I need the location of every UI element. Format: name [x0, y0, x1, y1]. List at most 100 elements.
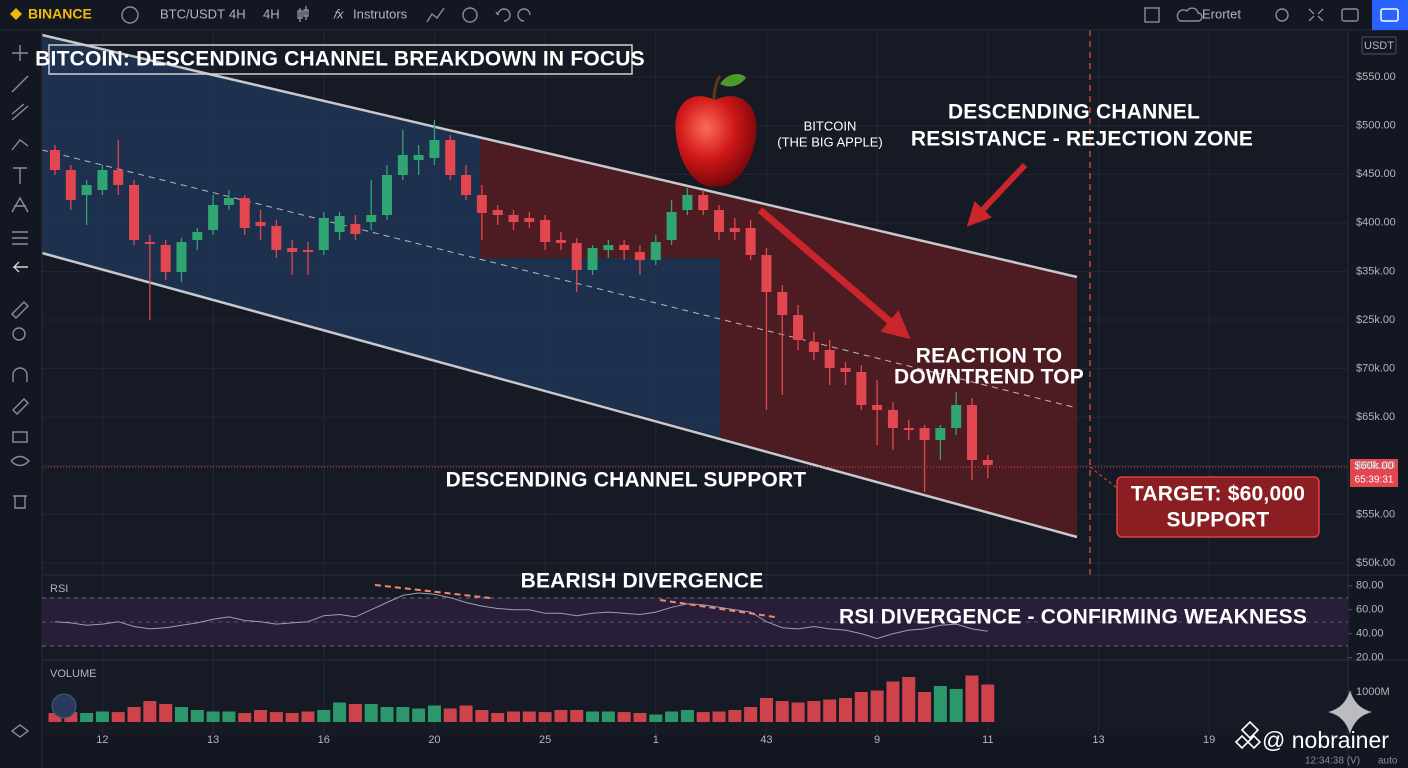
candle-body: [698, 195, 709, 210]
candle-body: [634, 252, 645, 260]
top-toolbar: [0, 0, 1408, 30]
pane-title: RSI: [50, 583, 68, 595]
candle-body: [397, 155, 408, 175]
currency[interactable]: USDT: [1364, 40, 1394, 52]
add-symbol[interactable]: [121, 6, 139, 24]
last-price-tag: [1350, 459, 1398, 487]
fullscreen[interactable]: [1308, 8, 1324, 22]
annotation: BITCOIN: [804, 118, 857, 133]
volume-bar: [728, 710, 742, 722]
watermark: @ nobrainer: [1262, 727, 1389, 753]
candle-body: [413, 155, 424, 160]
cloud-icon[interactable]: [1176, 7, 1203, 22]
screenshot[interactable]: [1341, 8, 1359, 22]
candle-body: [492, 210, 503, 215]
candle-body: [540, 220, 551, 242]
indicators[interactable]: Instrutors: [353, 6, 408, 21]
candle-body: [50, 150, 60, 170]
volume-bar: [601, 711, 615, 722]
y-tick-label: 80.00: [1356, 580, 1384, 592]
y-tick-label: 1000M: [1356, 686, 1390, 698]
candle-body: [793, 315, 804, 340]
candle-body: [192, 232, 203, 240]
indicator-icon[interactable]: [51, 693, 77, 719]
currency-box[interactable]: [1361, 36, 1397, 55]
candle-body: [666, 212, 677, 240]
candle-body: [777, 292, 788, 315]
candle-body: [287, 248, 298, 252]
y-axis-label: $55k.00: [1356, 508, 1395, 520]
candle-body: [350, 224, 361, 234]
y-axis-label: $60k.00: [1356, 460, 1395, 472]
volume-bar: [48, 713, 62, 722]
candle-body: [555, 240, 566, 243]
annotation: DESCENDING CHANNEL SUPPORT: [446, 469, 807, 492]
interval[interactable]: 4H: [263, 6, 280, 21]
candle-body: [318, 218, 329, 250]
volume-bar: [80, 713, 94, 722]
fx-icon[interactable]: 𝑓x: [333, 6, 344, 21]
countdown: 65:39:31: [1355, 475, 1394, 486]
settings[interactable]: [1275, 8, 1289, 22]
symbol[interactable]: BTC/USDT: [160, 6, 225, 21]
candle-body: [729, 228, 740, 232]
volume-bar: [111, 712, 125, 722]
volume-bar: [791, 702, 805, 722]
candle-body: [97, 170, 108, 190]
volume-bar: [127, 707, 141, 722]
volume-bar: [554, 710, 568, 722]
volume-bar: [665, 711, 679, 722]
interval[interactable]: 4H: [229, 6, 246, 21]
y-axis-label: $25k.00: [1356, 314, 1395, 326]
camera-icon[interactable]: [1380, 8, 1399, 22]
annotation: TARGET: $60,000: [1131, 483, 1305, 506]
cloud-label[interactable]: Erortet: [1202, 6, 1241, 21]
volume-bar: [633, 713, 647, 722]
y-axis-label: $50k.00: [1356, 557, 1395, 569]
redo[interactable]: [517, 8, 531, 22]
candle-body: [872, 405, 883, 410]
candle-body: [887, 410, 898, 428]
volume-bar: [570, 710, 584, 722]
layout[interactable]: [1144, 7, 1160, 23]
channel-midline: [41, 149, 1078, 409]
x-axis-label: 1: [653, 734, 659, 746]
volume-bar: [522, 711, 536, 722]
candle-body: [366, 215, 377, 222]
volume-bar: [143, 701, 157, 722]
scale-mode[interactable]: auto: [1378, 756, 1398, 767]
camera-button[interactable]: [1372, 0, 1408, 30]
candle-body: [508, 215, 519, 222]
candle-body: [445, 140, 456, 175]
x-axis-label: 19: [1203, 734, 1215, 746]
annotation: RSI DIVERGENCE - CONFIRMING WEAKNESS: [839, 606, 1307, 629]
candle-body: [476, 195, 487, 213]
logo[interactable]: BINANCE: [28, 6, 92, 22]
compare[interactable]: [426, 7, 445, 23]
annotation: BEARISH DIVERGENCE: [521, 570, 764, 593]
candle-body: [682, 195, 693, 210]
volume-bar: [159, 704, 173, 722]
candle-body: [587, 248, 598, 270]
y-axis-label: $400.00: [1356, 217, 1396, 229]
candle-body: [966, 405, 977, 460]
volume-bar: [933, 686, 947, 722]
candle-body: [524, 218, 535, 222]
volume-bar: [348, 704, 362, 722]
x-axis-label: 25: [539, 734, 551, 746]
volume-bar: [538, 712, 552, 722]
volume-bar: [427, 705, 441, 722]
volume-bar: [412, 708, 426, 722]
undo[interactable]: [495, 8, 511, 22]
channel-support: [41, 251, 1078, 539]
candle-body: [603, 245, 614, 250]
alert[interactable]: [462, 7, 478, 23]
left-toolbar[interactable]: [10, 45, 30, 738]
volume-bar: [949, 689, 963, 722]
candle-body: [334, 216, 345, 232]
arrow: [966, 162, 1028, 227]
candle-body: [461, 175, 472, 195]
logo-icon[interactable]: [10, 8, 22, 20]
volume-bar: [238, 713, 252, 722]
chart-style[interactable]: [297, 6, 309, 22]
